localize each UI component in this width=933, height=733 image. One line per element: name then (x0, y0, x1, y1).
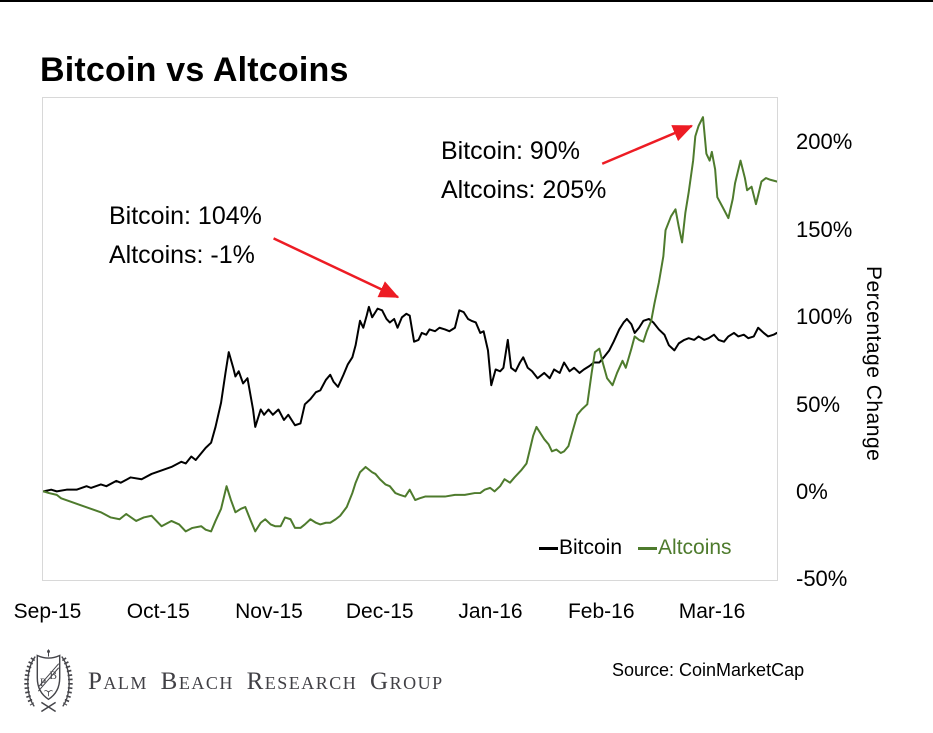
x-tick-label: Jan-16 (458, 600, 523, 623)
y-tick-label: -50% (796, 566, 848, 592)
legend-item-altcoins: Altcoins (638, 536, 732, 560)
source-note: Source: CoinMarketCap (612, 660, 805, 680)
y-tick-label: 50% (796, 391, 841, 417)
legend-swatch (638, 546, 658, 550)
series-bitcoin-line (43, 305, 777, 493)
y-axis-title: Percentage Change (862, 266, 885, 462)
annotation-line: Bitcoin: 104% (109, 202, 262, 230)
x-tick-label: Nov-15 (235, 600, 303, 623)
annotation-march: Bitcoin: 90% Altcoins: 205% (441, 132, 606, 210)
x-tick-label: Dec-15 (345, 600, 414, 623)
x-tick-label: Sep-15 (13, 600, 82, 623)
chart-canvas (43, 116, 777, 533)
y-tick-label: 150% (796, 216, 853, 242)
callout-arrow (273, 237, 400, 299)
annotation-december: Bitcoin: 104% Altcoins: -1% (109, 197, 262, 275)
annotation-line: Altcoins: 205% (441, 176, 607, 204)
legend-label: Bitcoin (559, 536, 623, 559)
pbrg-logo-icon: P B (24, 649, 73, 713)
svg-text:B: B (50, 670, 57, 682)
y-tick-label: 0% (796, 479, 828, 504)
callout-arrow (601, 124, 693, 165)
x-tick-label: Mar-16 (678, 600, 746, 623)
svg-text:P: P (40, 677, 46, 689)
series-altcoins-line (43, 116, 777, 533)
x-tick-label: Oct-15 (126, 600, 190, 623)
brand-name: Palm Beach Research Group (88, 668, 444, 695)
y-tick-label: 200% (796, 129, 853, 155)
legend-label: Altcoins (658, 536, 732, 559)
annotation-line: Altcoins: -1% (109, 241, 255, 269)
plot-area: Bitcoin: 104% Altcoins: -1% Bitcoin: 90%… (42, 97, 778, 581)
brand-lockup: P B Palm Beach Research Group (20, 648, 444, 716)
chart-title: Bitcoin vs Altcoins (40, 50, 349, 89)
legend-swatch (539, 546, 558, 550)
legend-item-bitcoin: Bitcoin (539, 536, 622, 560)
top-border-rule (0, 0, 933, 2)
y-tick-label: 100% (796, 304, 853, 330)
annotation-line: Bitcoin: 90% (441, 137, 580, 165)
x-tick-label: Feb-16 (567, 600, 635, 623)
legend: Bitcoin Altcoins (539, 536, 732, 560)
